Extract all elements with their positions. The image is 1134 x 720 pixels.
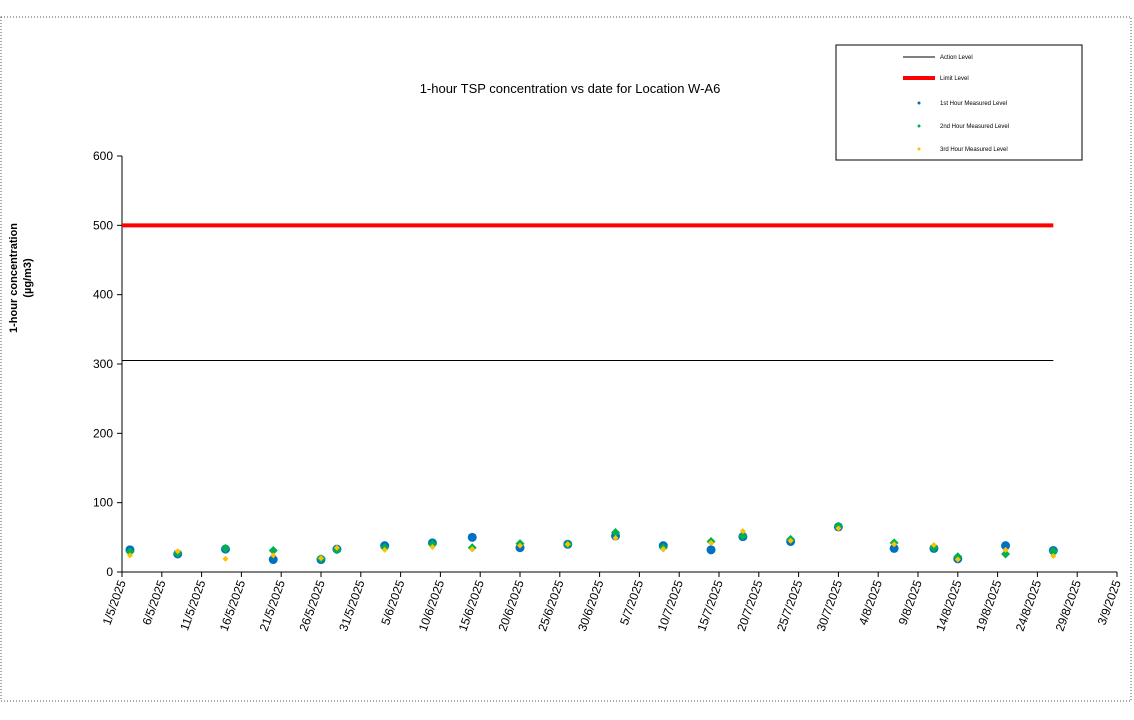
data-point xyxy=(467,532,477,542)
data-point xyxy=(954,556,961,563)
x-tick-label: 10/7/2025 xyxy=(655,578,687,633)
data-point xyxy=(1001,549,1011,559)
y-tick-label: 300 xyxy=(93,357,113,371)
data-point xyxy=(612,535,619,542)
x-tick-label: 30/7/2025 xyxy=(814,578,846,633)
x-tick-label: 20/6/2025 xyxy=(495,578,527,633)
y-tick-label: 400 xyxy=(93,288,113,302)
x-tick-label: 6/5/2025 xyxy=(139,578,168,627)
y-axis-title: (µg/m3) xyxy=(22,258,34,298)
data-point xyxy=(611,527,621,537)
data-point xyxy=(469,546,476,553)
x-tick-label: 24/8/2025 xyxy=(1013,578,1045,633)
data-point xyxy=(889,543,899,553)
x-tick-label: 15/7/2025 xyxy=(694,578,726,633)
data-point xyxy=(1002,546,1009,553)
data-point xyxy=(564,541,571,548)
y-tick-label: 100 xyxy=(93,496,113,510)
legend-swatch xyxy=(917,147,921,151)
x-tick-label: 10/6/2025 xyxy=(416,578,448,633)
x-tick-label: 16/5/2025 xyxy=(217,578,249,633)
data-point xyxy=(318,555,324,562)
y-axis-title: 1-hour concentration xyxy=(8,223,20,333)
x-tick-label: 30/6/2025 xyxy=(575,578,607,633)
legend-label: 2nd Hour Measured Level xyxy=(940,124,1009,130)
legend-swatch xyxy=(917,101,921,105)
data-point xyxy=(787,537,794,544)
data-point xyxy=(1001,541,1011,551)
legend-label: Limit Level xyxy=(940,76,969,82)
x-tick-label: 25/6/2025 xyxy=(535,578,567,633)
data-point xyxy=(270,552,277,559)
data-point xyxy=(930,541,937,548)
x-tick-label: 31/5/2025 xyxy=(336,578,368,633)
data-point xyxy=(739,528,746,535)
data-point xyxy=(126,552,133,559)
x-tick-label: 1/5/2025 xyxy=(100,578,129,627)
x-tick-label: 29/8/2025 xyxy=(1053,578,1085,633)
data-point xyxy=(222,555,229,562)
legend-label: 1st Hour Measured Level xyxy=(940,101,1007,107)
data-point xyxy=(220,543,230,553)
y-tick-label: 0 xyxy=(106,565,113,579)
legend-swatch xyxy=(917,124,921,128)
y-tick-label: 200 xyxy=(93,426,113,440)
data-point xyxy=(660,546,667,553)
x-tick-label: 19/8/2025 xyxy=(973,578,1005,633)
x-tick-label: 4/8/2025 xyxy=(856,578,885,627)
x-tick-label: 11/5/2025 xyxy=(177,578,208,632)
x-tick-label: 3/9/2025 xyxy=(1095,578,1124,627)
x-tick-label: 5/6/2025 xyxy=(378,578,407,627)
legend xyxy=(835,44,1083,161)
data-point xyxy=(268,555,278,565)
data-point xyxy=(706,545,716,555)
x-tick-label: 26/5/2025 xyxy=(296,578,328,633)
chart-border xyxy=(0,16,1132,702)
data-point xyxy=(174,548,181,555)
data-point xyxy=(708,539,715,546)
data-point xyxy=(738,531,748,541)
x-tick-label: 20/7/2025 xyxy=(734,578,766,633)
legend-label: 3rd Hour Measured Level xyxy=(940,147,1008,153)
data-point xyxy=(333,544,340,551)
chart-title: 1-hour TSP concentration vs date for Loc… xyxy=(420,81,721,96)
data-point xyxy=(125,547,135,557)
data-point xyxy=(517,542,523,549)
x-tick-label: 14/8/2025 xyxy=(933,578,965,633)
x-tick-label: 15/6/2025 xyxy=(456,578,488,633)
data-point xyxy=(381,546,388,553)
y-tick-label: 600 xyxy=(93,149,113,163)
data-point xyxy=(891,541,898,548)
data-point xyxy=(1048,546,1058,556)
data-point xyxy=(1050,553,1057,560)
x-tick-label: 25/7/2025 xyxy=(774,578,806,633)
x-tick-label: 5/7/2025 xyxy=(617,578,646,627)
y-tick-label: 500 xyxy=(93,218,113,232)
x-tick-label: 9/8/2025 xyxy=(896,578,925,627)
x-tick-label: 21/5/2025 xyxy=(257,578,289,633)
data-point xyxy=(429,544,436,551)
legend-label: Action Level xyxy=(940,55,973,61)
data-point xyxy=(268,546,278,556)
data-point xyxy=(835,525,842,532)
